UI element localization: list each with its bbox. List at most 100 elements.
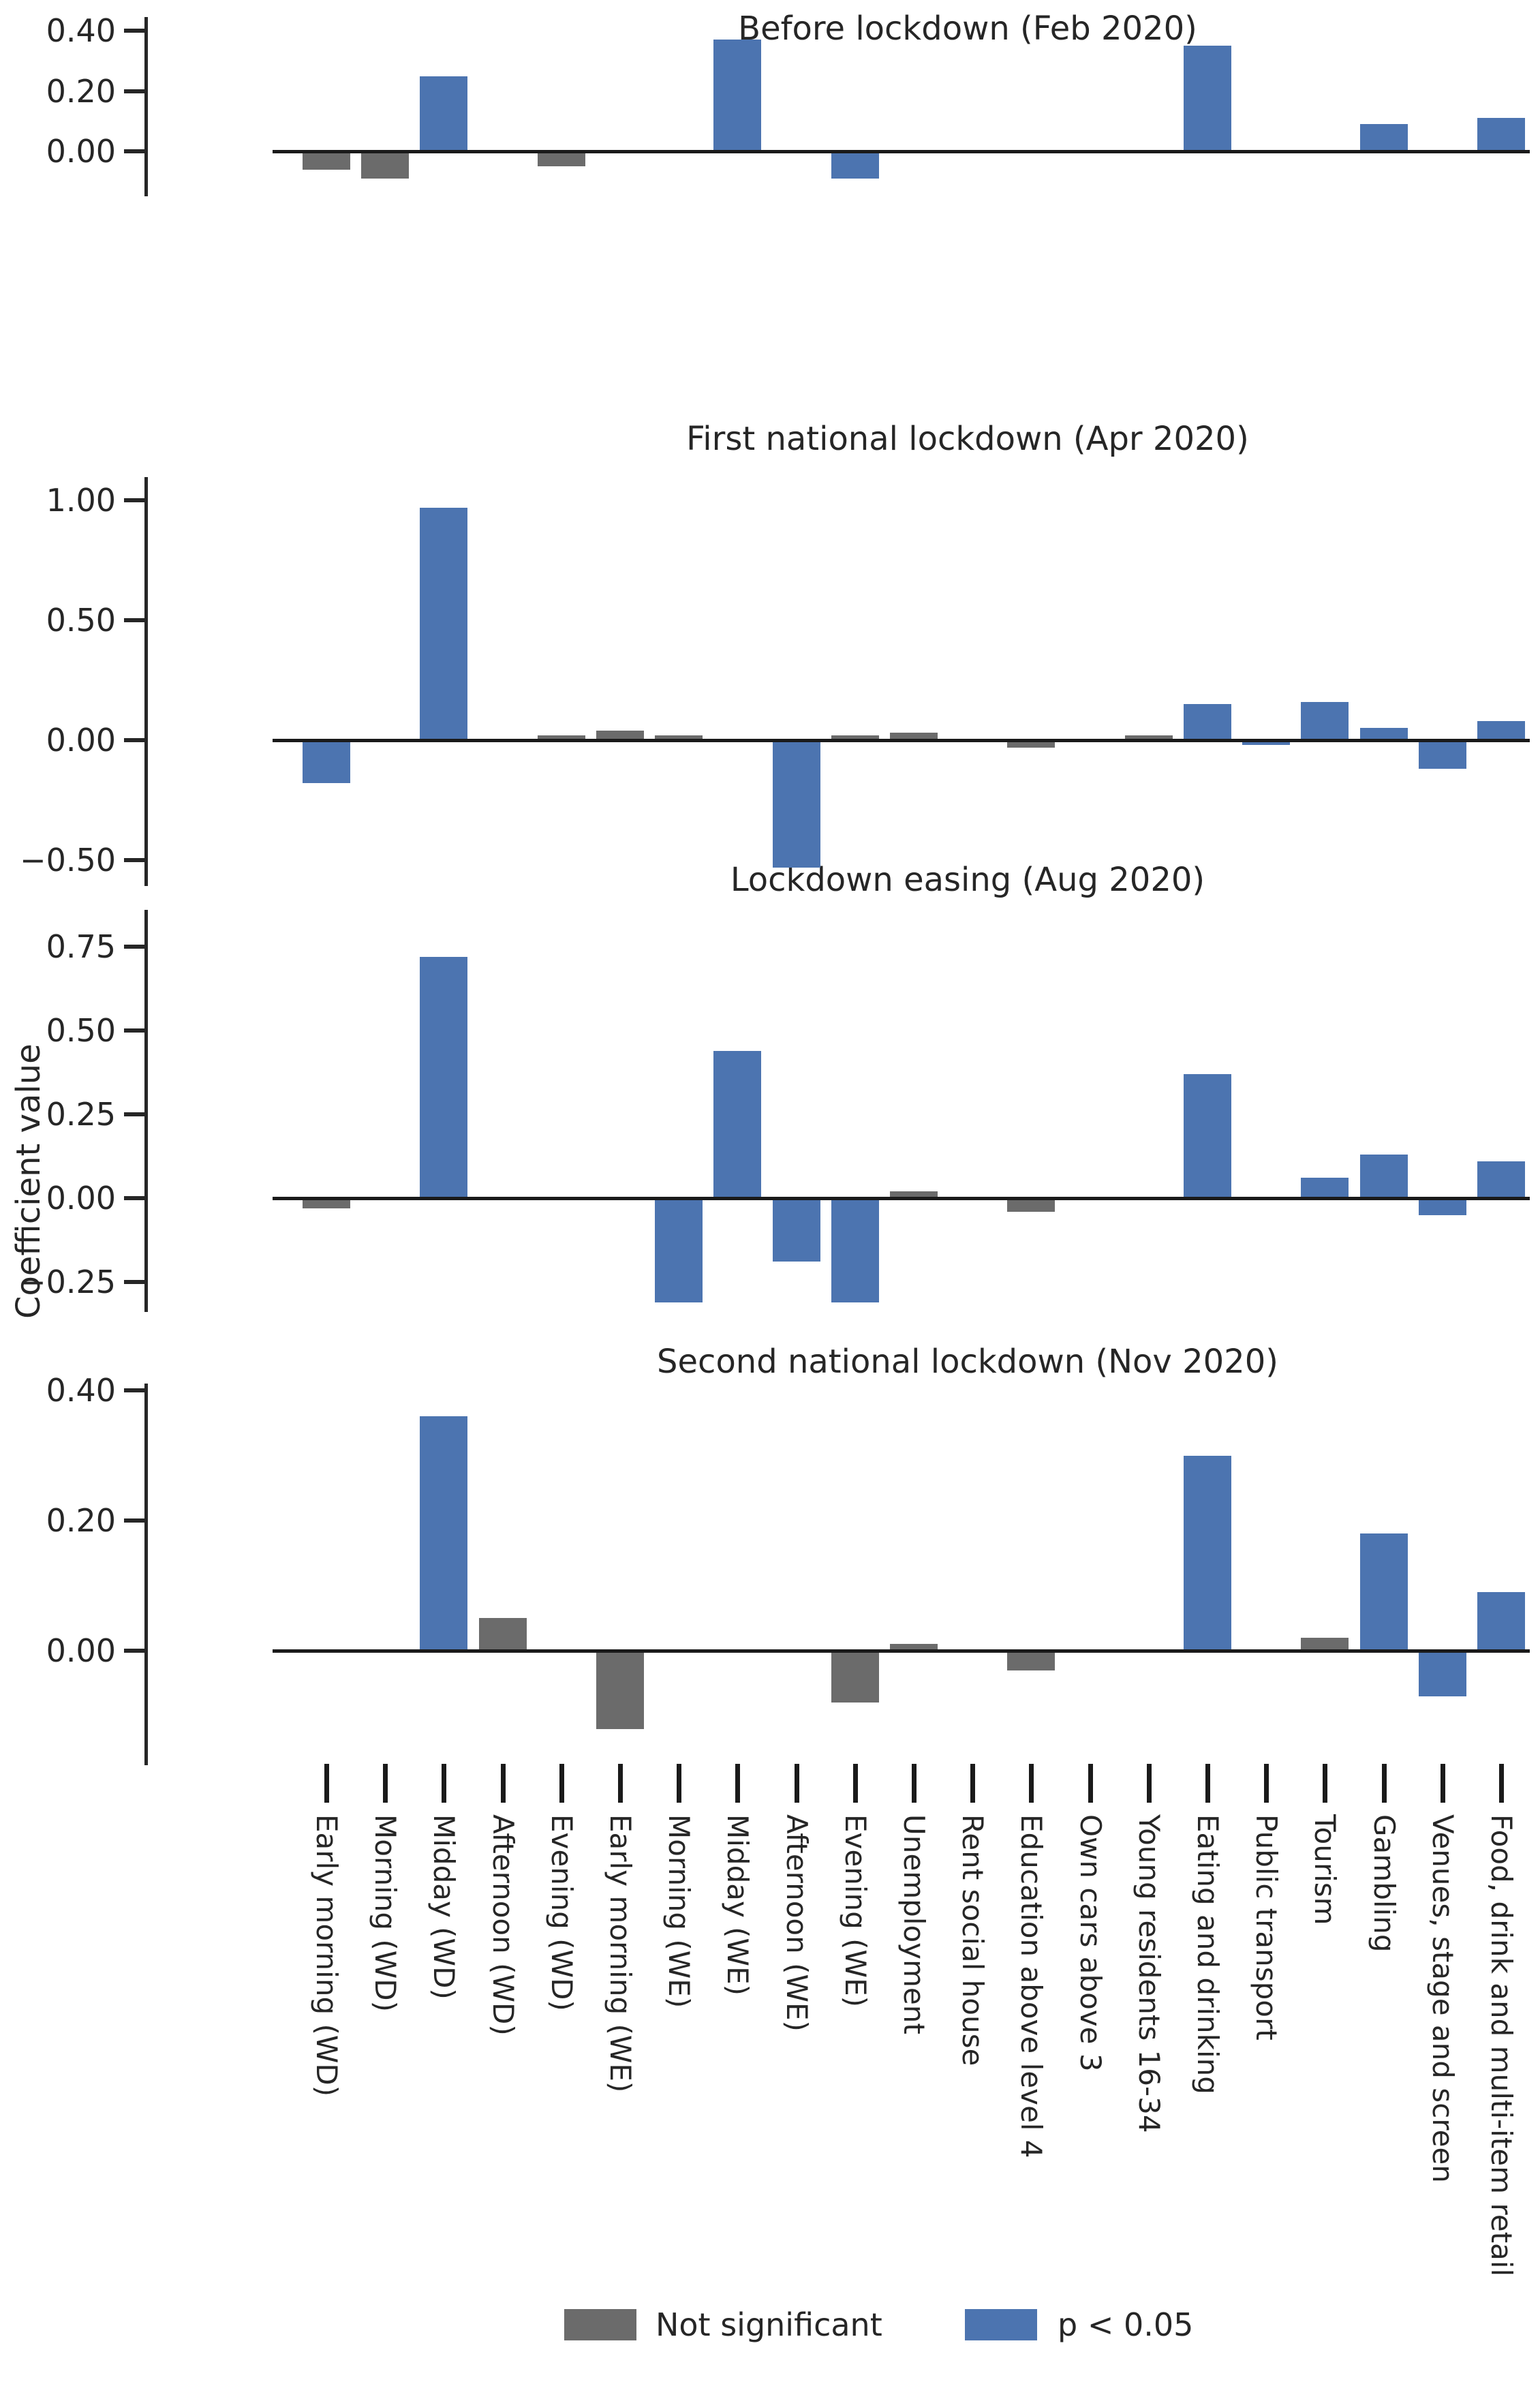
x-tick-mark [1499,1764,1504,1803]
y-tick-label: 0.00 [46,1632,116,1669]
bar-venues-stage-and-screen [1418,1198,1466,1215]
bar-evening-we- [831,151,879,179]
y-tick-label: 1.00 [46,482,116,519]
bar-education-above-level-4 [1007,1651,1056,1670]
x-tick-label-midday-we-: Midday (WE) [721,1814,755,1996]
x-tick-mark [794,1764,799,1803]
x-tick-label-eating-and-drinking: Eating and drinking [1191,1814,1225,2094]
bar-midday-wd- [420,507,468,740]
bar-unemployment [890,1191,938,1198]
x-tick-mark [383,1764,388,1803]
x-tick-mark [1323,1764,1328,1803]
bar-gambling [1359,1155,1408,1198]
bar-eating-and-drinking [1184,46,1231,151]
y-tick-label: 0.50 [46,602,116,639]
x-tick-label-midday-wd-: Midday (WD) [427,1814,461,2000]
zero-line [273,1197,1530,1200]
bar-morning-we- [655,735,703,740]
bar-gambling [1359,1533,1408,1651]
x-tick-label-afternoon-we-: Afternoon (WE) [780,1814,814,2032]
y-axis-spine [144,1384,148,1765]
bar-evening-we- [831,735,879,740]
bar-gambling [1359,124,1408,151]
legend-swatch-significant [965,2309,1037,2340]
legend-label-not-significant: Not significant [656,2306,882,2343]
x-tick-mark [1029,1764,1034,1803]
bar-early-morning-we- [596,1651,644,1729]
x-tick-label-gambling: Gambling [1367,1814,1401,1953]
x-tick-label-evening-we-: Evening (WE) [838,1814,872,2007]
bar-midday-we- [713,40,762,151]
bar-food-drink-and-multi-item-retail [1477,1161,1525,1198]
panel-title-first-national-lockdown: First national lockdown (Apr 2020) [686,420,1249,458]
bar-eating-and-drinking [1184,1073,1231,1198]
x-tick-mark [442,1764,447,1803]
y-tick-label: 0.20 [46,1502,116,1539]
y-tick-label: 0.40 [46,1372,116,1409]
panel-title-second-national-lockdown: Second national lockdown (Nov 2020) [657,1343,1278,1381]
y-axis-spine [144,17,148,196]
y-tick-mark [124,29,144,33]
y-tick-mark [124,945,144,949]
bar-tourism [1301,1637,1349,1651]
bar-eating-and-drinking [1184,704,1231,740]
y-tick-mark [124,858,144,862]
bar-midday-wd- [420,1416,468,1651]
x-tick-label-food-drink-and-multi-item-retail: Food, drink and multi-item retail [1485,1814,1518,2277]
y-tick-mark [124,738,144,742]
y-tick-mark [124,1196,144,1200]
x-tick-label-afternoon-wd-: Afternoon (WD) [486,1814,520,2036]
bar-education-above-level-4 [1007,1198,1056,1212]
bar-education-above-level-4 [1007,740,1056,748]
x-tick-label-morning-wd-: Morning (WD) [369,1814,403,2013]
x-tick-mark [1381,1764,1387,1803]
legend-swatch-not-significant [564,2309,636,2340]
x-tick-label-early-morning-we-: Early morning (WE) [604,1814,637,2093]
x-tick-mark [559,1764,564,1803]
x-tick-mark [677,1764,682,1803]
zero-line [273,1649,1530,1653]
bar-midday-wd- [420,76,468,151]
bar-morning-wd- [361,151,410,179]
x-tick-label-rent-social-house: Rent social house [956,1814,990,2066]
bar-venues-stage-and-screen [1418,1651,1466,1696]
bar-evening-we- [831,1198,879,1302]
x-tick-label-public-transport: Public transport [1250,1814,1284,2041]
y-tick-label: −0.25 [20,1264,116,1300]
bar-public-transport [1242,740,1291,746]
x-tick-mark [852,1764,858,1803]
bar-afternoon-we- [772,1198,820,1262]
y-tick-mark [124,89,144,93]
bar-food-drink-and-multi-item-retail [1477,720,1525,740]
bar-young-residents-16-34 [1124,735,1173,740]
bar-eating-and-drinking [1184,1455,1231,1651]
bar-food-drink-and-multi-item-retail [1477,118,1525,151]
x-tick-label-early-morning-wd-: Early morning (WD) [310,1814,343,2097]
x-tick-label-own-cars-above-3: Own cars above 3 [1073,1814,1107,2072]
bar-unemployment [890,1644,938,1651]
x-tick-mark [970,1764,976,1803]
bar-venues-stage-and-screen [1418,740,1466,769]
y-tick-label: 0.40 [46,12,116,50]
x-tick-label-education-above-level-4: Education above level 4 [1015,1814,1049,2158]
x-tick-mark [500,1764,506,1803]
bar-evening-wd- [537,151,585,167]
zero-line [273,739,1530,742]
y-tick-label: 0.75 [46,928,116,965]
bar-midday-we- [713,1050,762,1198]
y-tick-mark [124,498,144,502]
panel-title-before-lockdown: Before lockdown (Feb 2020) [738,10,1197,48]
x-tick-label-unemployment: Unemployment [897,1814,931,2034]
bar-afternoon-we- [772,740,820,868]
y-tick-mark [124,1112,144,1116]
x-tick-mark [1440,1764,1445,1803]
bar-morning-we- [655,1198,703,1302]
x-tick-mark [324,1764,329,1803]
legend-label-significant: p < 0.05 [1058,2306,1194,2343]
x-tick-label-tourism: Tourism [1308,1814,1342,1925]
x-tick-mark [618,1764,623,1803]
x-tick-mark [912,1764,917,1803]
bar-midday-wd- [420,956,468,1198]
zero-line [273,150,1530,153]
